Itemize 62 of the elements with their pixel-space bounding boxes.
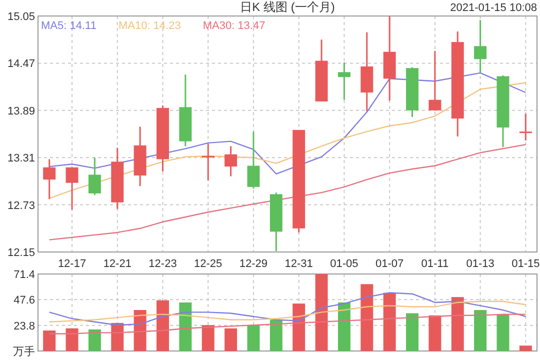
y-tick-label: 12.73 — [7, 200, 35, 212]
x-tick-label: 12-17 — [58, 258, 86, 270]
candlestick — [224, 145, 238, 178]
bar — [292, 304, 306, 351]
x-tick-label: 12-25 — [194, 258, 222, 270]
y-tick-label: 14.47 — [7, 58, 35, 70]
bar — [270, 320, 282, 351]
line-series — [48, 82, 526, 199]
bar — [88, 329, 101, 351]
candlestick — [428, 50, 442, 112]
x-tick-label: 01-05 — [330, 258, 358, 270]
y-tick-label: 13.31 — [7, 152, 35, 165]
bar — [383, 292, 396, 351]
text: MA5: 14.11 — [41, 20, 96, 32]
y-tick-label: 71.4 — [14, 269, 35, 281]
candlestick — [247, 130, 260, 190]
bar — [496, 314, 510, 351]
line-series — [48, 300, 526, 322]
y-tick-label: 15.05 — [7, 11, 35, 23]
y-tick-label: 13.89 — [7, 105, 35, 118]
y-tick-label: 47.6 — [14, 294, 35, 307]
bar — [111, 322, 124, 351]
candlestick — [88, 156, 101, 196]
x-tick-label: 12-29 — [239, 258, 268, 270]
bar — [451, 297, 464, 351]
x-tick-label: 12-31 — [284, 258, 313, 270]
x-tick-label: 12-23 — [148, 258, 177, 270]
x-tick-label: 01-07 — [376, 258, 404, 270]
candlestick — [43, 158, 56, 200]
y-tick-label: 23.8 — [14, 320, 35, 332]
candlestick — [474, 19, 487, 74]
bar — [519, 346, 532, 351]
y-tick-label: 万手 — [13, 345, 35, 358]
bar — [474, 310, 487, 351]
bar — [156, 300, 169, 351]
bar — [428, 315, 442, 351]
line-series — [48, 144, 526, 240]
x-tick-label: 12-21 — [103, 258, 132, 270]
bar — [406, 313, 418, 351]
bar — [338, 302, 350, 351]
bar — [202, 325, 214, 351]
line-series — [48, 292, 526, 326]
text: MA30: 13.47 — [202, 20, 266, 32]
y-tick-label: 12.15 — [7, 247, 35, 259]
text: MA10: 14.23 — [118, 20, 181, 32]
candlestick — [519, 112, 532, 142]
bar — [315, 274, 328, 351]
candlestick — [66, 166, 78, 210]
bar — [224, 328, 238, 351]
x-tick-label: 01-11 — [421, 258, 449, 270]
bar — [43, 330, 56, 351]
bar — [360, 284, 374, 351]
chart-title: 日K 线图 (一个月) — [240, 0, 335, 14]
bar — [66, 328, 78, 351]
line-series — [48, 314, 526, 334]
bar — [179, 302, 192, 351]
x-tick-label: 01-15 — [512, 258, 540, 270]
chart-subtitle: 2021-01-15 10:08 — [450, 2, 537, 14]
candlestick — [202, 143, 214, 182]
x-tick-label: 01-13 — [466, 258, 494, 270]
bar — [247, 325, 260, 351]
candlestick — [338, 62, 350, 101]
